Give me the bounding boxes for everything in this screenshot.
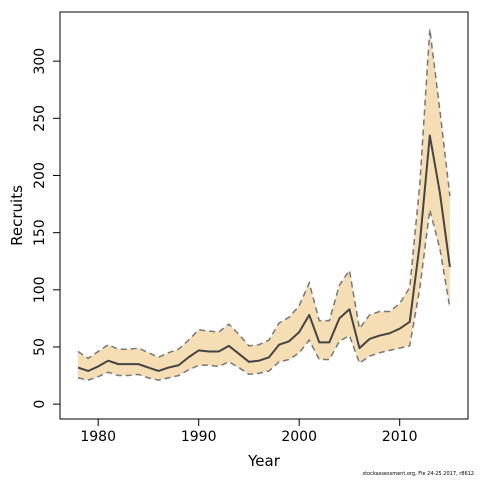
- x-tick-label: 2000: [281, 429, 317, 445]
- confidence-band-layer: [77, 29, 451, 381]
- upper-bound-line: [77, 29, 451, 360]
- y-tick-label: 250: [32, 105, 48, 132]
- y-tick-label: 100: [32, 276, 48, 303]
- x-tick-label: 1990: [181, 429, 217, 445]
- y-tick-label: 50: [32, 338, 48, 356]
- x-tick-label: 2010: [382, 429, 418, 445]
- y-axis: 0 50 100 150 200 250 300: [32, 48, 60, 409]
- y-axis-title: Recruits: [8, 185, 26, 246]
- confidence-band: [78, 29, 450, 381]
- x-axis: 1980 1990 2000 2010: [80, 419, 417, 445]
- estimate-line-layer: [77, 134, 451, 372]
- y-tick-label: 150: [32, 219, 48, 246]
- plot-frame: [59, 11, 469, 420]
- x-tick-label: 1980: [80, 429, 116, 445]
- lower-bound-line: [77, 209, 451, 381]
- footer-credit: stockassessment.org, Fle 24-25 2017, r86…: [362, 471, 474, 477]
- x-axis-title: Year: [247, 452, 281, 470]
- recruits-estimate-line: [77, 134, 451, 372]
- y-tick-label: 300: [32, 48, 48, 75]
- y-tick-label: 200: [32, 162, 48, 189]
- y-tick-label: 0: [32, 400, 48, 409]
